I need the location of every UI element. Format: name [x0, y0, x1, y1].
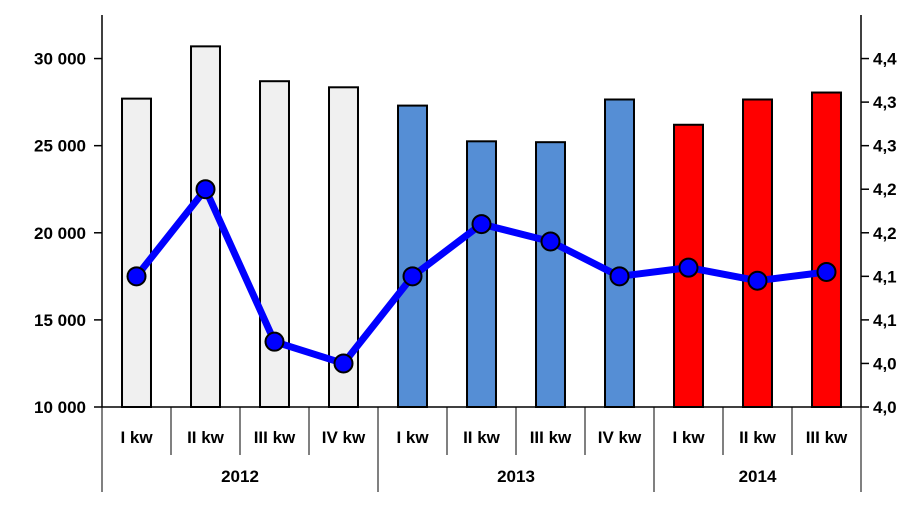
right-tick-label: 4,0 [873, 398, 897, 417]
category-label: IV kw [322, 428, 366, 447]
right-tick-label: 4,2 [873, 224, 897, 243]
line-point [126, 266, 147, 287]
category-label: III kw [254, 428, 296, 447]
line-series [126, 179, 837, 374]
bar [259, 80, 290, 409]
right-tick-label: 4,4 [873, 50, 897, 69]
line-point [264, 331, 285, 352]
right-tick-label: 4,0 [873, 354, 897, 373]
category-label: III kw [806, 428, 848, 447]
bar [397, 104, 428, 409]
bar [742, 98, 773, 409]
left-tick-label: 15 000 [34, 311, 86, 330]
bar [604, 98, 635, 409]
category-label: I kw [672, 428, 705, 447]
category-label: II kw [187, 428, 225, 447]
group-label: 2013 [497, 467, 535, 486]
line-point [816, 261, 837, 282]
left-tick-label: 20 000 [34, 224, 86, 243]
right-tick-label: 4,2 [873, 180, 897, 199]
category-label: IV kw [598, 428, 642, 447]
bar [190, 45, 221, 409]
group-label: 2012 [221, 467, 259, 486]
right-tick-label: 4,3 [873, 137, 897, 156]
left-tick-label: 25 000 [34, 137, 86, 156]
bar [811, 91, 842, 408]
axis-labels: 10 000 15 000 20 000 25 000 30 000 4,0 4,0 4,1 4… [34, 50, 897, 486]
category-label: III kw [530, 428, 572, 447]
chart-axes [94, 15, 869, 492]
line-point [195, 179, 216, 200]
category-label: I kw [120, 428, 153, 447]
right-tick-label: 4,1 [873, 267, 897, 286]
group-label: 2014 [739, 467, 777, 486]
bar-series [121, 45, 842, 409]
line-point [471, 214, 492, 235]
right-tick-label: 4,3 [873, 93, 897, 112]
bar [535, 141, 566, 408]
left-tick-label: 30 000 [34, 50, 86, 69]
bar [466, 140, 497, 409]
line-point [747, 270, 768, 291]
right-tick-label: 4,1 [873, 311, 897, 330]
line-point [333, 353, 354, 374]
line-point [402, 266, 423, 287]
line-point [540, 231, 561, 252]
category-label: II kw [739, 428, 777, 447]
category-label: I kw [396, 428, 429, 447]
bar [121, 97, 152, 408]
line-point [609, 266, 630, 287]
category-label: II kw [463, 428, 501, 447]
left-tick-label: 10 000 [34, 398, 86, 417]
line-point [678, 257, 699, 278]
